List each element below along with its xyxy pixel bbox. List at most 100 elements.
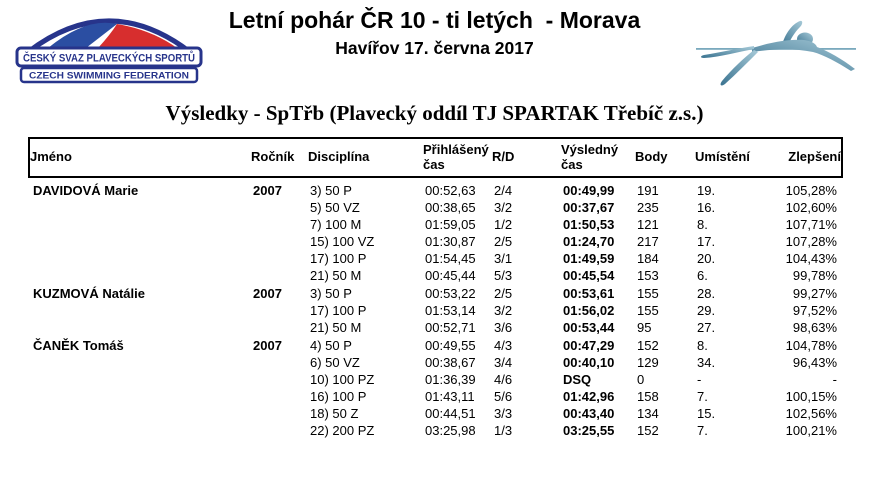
- swimmer-year: [253, 233, 310, 250]
- swimmer-year: [253, 319, 310, 336]
- swimmer-year: [253, 302, 310, 319]
- column-header-disciplina: Disciplína: [308, 149, 370, 165]
- event-rd: 4/3: [494, 338, 513, 353]
- event-place: 7.: [697, 389, 708, 404]
- event-entry-time: 01:43,11: [425, 389, 475, 404]
- event-entry-time: 01:30,87: [425, 234, 476, 249]
- event-result-time: 00:43,40: [563, 406, 615, 421]
- event-points: 121: [637, 217, 659, 232]
- results-table: Jméno Ročník Disciplína Přihlášený čas R…: [28, 137, 843, 440]
- table-row: 7) 100 M 01:59,05 1/2 01:50,53 121 8. 107,71%: [28, 216, 843, 233]
- event-result-time: 00:53,44: [563, 320, 615, 335]
- table-row: 21) 50 M 00:45,44 5/3 00:45,54 153 6. 99,78%: [28, 267, 843, 284]
- event-discipline: 10) 100 PZ: [310, 372, 375, 387]
- event-result-time: 00:47,29: [563, 338, 615, 353]
- swimmer-group: DAVIDOVÁ Marie 2007 3) 50 P 00:52,63 2/4 00:4…: [28, 182, 843, 284]
- event-points: 153: [637, 268, 659, 283]
- swimmer-year: 2007: [253, 286, 282, 301]
- event-improvement: 96,43%: [792, 355, 837, 370]
- event-result-time: 00:40,10: [563, 355, 615, 370]
- swimmer-name: [28, 388, 253, 405]
- event-entry-time: 00:45,44: [425, 268, 476, 283]
- event-improvement: 104,43%: [785, 251, 837, 266]
- event-rd: 2/5: [494, 286, 513, 301]
- event-improvement: 100,15%: [785, 389, 837, 404]
- event-discipline: 18) 50 Z: [310, 406, 359, 421]
- column-header-prihlaseny-cas: Přihlášený čas: [423, 142, 489, 172]
- table-row: KUZMOVÁ Natálie 2007 3) 50 P 00:53,22 2/5 00:…: [28, 285, 843, 302]
- event-place: 34.: [697, 355, 716, 370]
- event-entry-time: 03:25,98: [425, 423, 476, 438]
- column-header-zlepseni: Zlepšení: [788, 149, 841, 165]
- event-rd: 5/3: [494, 268, 513, 283]
- event-result-time: 00:53,61: [563, 286, 615, 301]
- event-points: 152: [637, 423, 659, 438]
- event-rd: 2/4: [494, 183, 513, 198]
- event-place: 19.: [697, 183, 716, 198]
- swimmer-name: KUZMOVÁ Natálie: [33, 286, 145, 301]
- event-points: 0: [637, 372, 645, 387]
- event-rd: 3/3: [494, 406, 513, 421]
- swimmer-name: DAVIDOVÁ Marie: [33, 183, 139, 198]
- event-discipline: 21) 50 M: [310, 268, 362, 283]
- event-improvement: -: [832, 372, 837, 387]
- event-place: 15.: [697, 406, 716, 421]
- event-rd: 3/2: [494, 303, 513, 318]
- event-discipline: 15) 100 VZ: [310, 234, 375, 249]
- event-place: -: [697, 372, 702, 387]
- event-entry-time: 01:59,05: [425, 217, 476, 232]
- swimmer-name: [28, 267, 253, 284]
- event-rd: 4/6: [494, 372, 513, 387]
- table-row: 16) 100 P 01:43,11 5/6 01:42,96 158 7. 100,15%: [28, 388, 843, 405]
- event-entry-time: 01:54,45: [425, 251, 476, 266]
- event-place: 8.: [697, 338, 708, 353]
- event-points: 129: [637, 355, 659, 370]
- event-result-time: 00:49,99: [563, 183, 615, 198]
- table-row: 17) 100 P 01:53,14 3/2 01:56,02 155 29. 97,52%: [28, 302, 843, 319]
- event-discipline: 5) 50 VZ: [310, 200, 360, 215]
- column-header-body: Body: [635, 149, 668, 165]
- flag-red-shape: [98, 24, 177, 48]
- event-entry-time: 00:53,22: [425, 286, 476, 301]
- swimmer-group: KUZMOVÁ Natálie 2007 3) 50 P 00:53,22 2/5 00:…: [28, 285, 843, 336]
- swimmer-year: [253, 354, 310, 371]
- event-points: 155: [637, 303, 659, 318]
- table-row: 17) 100 P 01:54,45 3/1 01:49,59 184 20. 104,43…: [28, 250, 843, 267]
- table-row: 22) 200 PZ 03:25,98 1/3 03:25,55 152 7. 100,21…: [28, 422, 843, 439]
- event-points: 184: [637, 251, 659, 266]
- event-entry-time: 00:38,67: [425, 355, 476, 370]
- event-place: 28.: [697, 286, 716, 301]
- event-entry-time: 01:53,14: [425, 303, 476, 318]
- event-points: 158: [637, 389, 659, 404]
- event-rd: 1/2: [494, 217, 513, 232]
- table-row: 10) 100 PZ 01:36,39 4/6 DSQ 0 - -: [28, 371, 843, 388]
- column-header-rocnik: Ročník: [251, 149, 295, 165]
- event-rd: 5/6: [494, 389, 513, 404]
- federation-logo-icon: ČESKÝ SVAZ PLAVECKÝCH SPORTŮ CZECH SWIMM…: [14, 6, 204, 84]
- event-discipline: 7) 100 M: [310, 217, 362, 232]
- event-place: 29.: [697, 303, 716, 318]
- event-improvement: 104,78%: [785, 338, 837, 353]
- event-improvement: 99,78%: [792, 268, 837, 283]
- column-header-vysledny-cas: Výsledný čas: [561, 142, 619, 172]
- swimmer-name: ČANĚK Tomáš: [33, 338, 124, 353]
- event-discipline: 6) 50 VZ: [310, 355, 360, 370]
- event-place: 27.: [697, 320, 716, 335]
- event-rd: 3/2: [494, 200, 513, 215]
- event-improvement: 102,56%: [785, 406, 837, 421]
- swimmer-name: [28, 250, 253, 267]
- column-header-umisteni: Umístění: [695, 149, 750, 165]
- event-discipline: 4) 50 P: [310, 338, 352, 353]
- event-improvement: 105,28%: [785, 183, 837, 198]
- table-row: 15) 100 VZ 01:30,87 2/5 01:24,70 217 17. 107,2…: [28, 233, 843, 250]
- table-row: 5) 50 VZ 00:38,65 3/2 00:37,67 235 16. 102,60%: [28, 199, 843, 216]
- swimmer-name: [28, 199, 253, 216]
- flag-blue-shape: [48, 22, 117, 48]
- logo-text-czech: ČESKÝ SVAZ PLAVECKÝCH SPORTŮ: [23, 51, 195, 65]
- event-discipline: 17) 100 P: [310, 303, 367, 318]
- column-header-jmeno: Jméno: [30, 149, 72, 165]
- event-result-time: 01:56,02: [563, 303, 615, 318]
- swimmer-name: [28, 371, 253, 388]
- swimmer-name: [28, 319, 253, 336]
